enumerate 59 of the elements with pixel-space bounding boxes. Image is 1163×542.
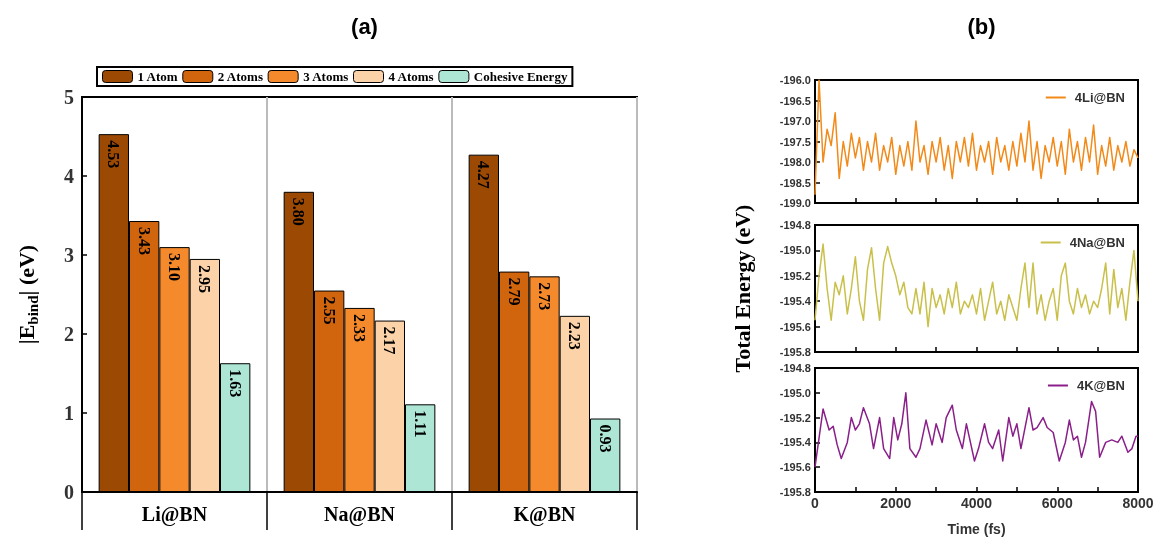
x-tick-label: 8000 [1122, 495, 1154, 511]
y-tick-label: 5 [64, 86, 74, 108]
data-label: 2.55 [320, 296, 338, 325]
y-axis-title: |Ebind| (eV) [14, 244, 41, 345]
x-tick-label: K@BN [513, 503, 577, 526]
y-tick-label: -196.5 [779, 94, 811, 107]
legend-label: 4K@BN [1076, 378, 1126, 393]
y-axis-title: Total Energy (eV) [729, 204, 755, 373]
y-tick-label: -198.0 [779, 156, 811, 168]
x-tick-label: Na@BN [324, 503, 396, 526]
data-label: 3.43 [135, 227, 153, 256]
y-tick-label: -195.4 [779, 436, 812, 449]
chart-title: (b) [967, 13, 996, 39]
x-tick-label: Li@BN [141, 503, 208, 526]
x-tick-label: 2000 [880, 495, 912, 511]
x-axis-title: Time (fs) [947, 521, 1006, 537]
y-tick-label: 1 [64, 402, 74, 424]
y-tick-label: -195.6 [779, 320, 811, 333]
y-tick-label: -196.0 [779, 74, 811, 86]
legend-label: 2 Atoms [217, 69, 263, 84]
data-label: 1.11 [411, 410, 429, 438]
data-label: 2.33 [351, 313, 368, 342]
chart-title: (a) [351, 13, 378, 39]
data-label: 2.79 [505, 277, 523, 306]
data-label: 2.17 [381, 326, 399, 355]
legend-label: 4Na@BN [1069, 235, 1126, 250]
y-tick-label: -195.8 [779, 346, 811, 358]
y-tick-label: -195.6 [779, 461, 811, 474]
data-label: 1.63 [226, 369, 244, 398]
data-label: 2.73 [536, 282, 553, 311]
data-label: 0.93 [596, 424, 614, 453]
data-label: 2.95 [196, 264, 214, 293]
legend-label: 4 Atoms [388, 69, 434, 84]
y-tick-label: -194.8 [779, 362, 811, 374]
y-tick-label: 2 [64, 323, 74, 345]
y-tick-label: -197.5 [779, 135, 811, 148]
y-tick-label: 3 [64, 244, 74, 266]
y-tick-label: -195.0 [779, 244, 811, 257]
data-label: 2.23 [566, 321, 584, 350]
legend-label: Cohesive Energy [473, 69, 568, 84]
y-tick-label: -195.2 [779, 411, 811, 424]
y-tick-label: -195.2 [779, 269, 811, 282]
y-tick-label: -195.8 [779, 486, 811, 498]
data-label: 4.53 [105, 140, 123, 169]
y-tick-label: -195.0 [779, 386, 811, 399]
y-tick-label: -197.0 [779, 115, 811, 127]
y-tick-label: 4 [64, 165, 74, 187]
y-tick-label: -198.5 [779, 176, 811, 189]
legend-label: 4Li@BN [1074, 90, 1126, 105]
x-tick-label: 6000 [1041, 495, 1074, 511]
data-label: 3.10 [166, 253, 183, 282]
data-label: 3.80 [290, 197, 308, 226]
y-tick-label: -194.8 [779, 219, 811, 231]
data-label: 4.27 [475, 160, 493, 189]
legend-label: 3 Atoms [303, 69, 349, 84]
y-tick-label: -195.4 [779, 295, 812, 308]
y-tick-label: -199.0 [779, 197, 811, 209]
x-tick-label: 4000 [960, 495, 993, 511]
legend-label: 1 Atom [137, 69, 178, 84]
